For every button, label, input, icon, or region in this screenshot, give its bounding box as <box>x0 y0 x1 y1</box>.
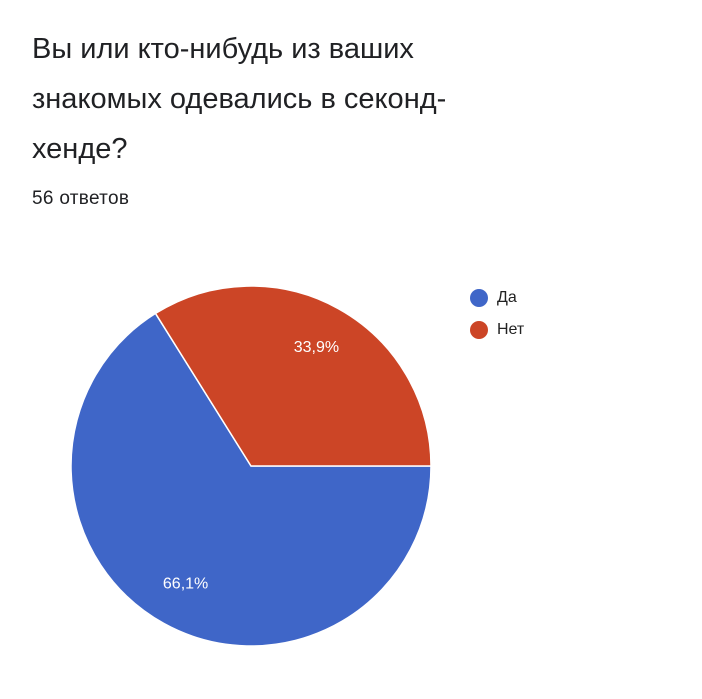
legend-label: Нет <box>497 321 525 338</box>
legend-swatch <box>470 289 488 307</box>
pie-slice <box>70 312 432 647</box>
legend-swatch <box>470 321 488 339</box>
pie-slice <box>154 285 432 467</box>
legend-label: Да <box>497 289 517 306</box>
chart-title: Вы или кто-нибудь из ваших знакомых одев… <box>32 33 447 165</box>
slice-label: 66,1% <box>163 575 208 592</box>
response-count: 56 ответов <box>32 188 130 209</box>
slice-label: 33,9% <box>294 339 339 356</box>
